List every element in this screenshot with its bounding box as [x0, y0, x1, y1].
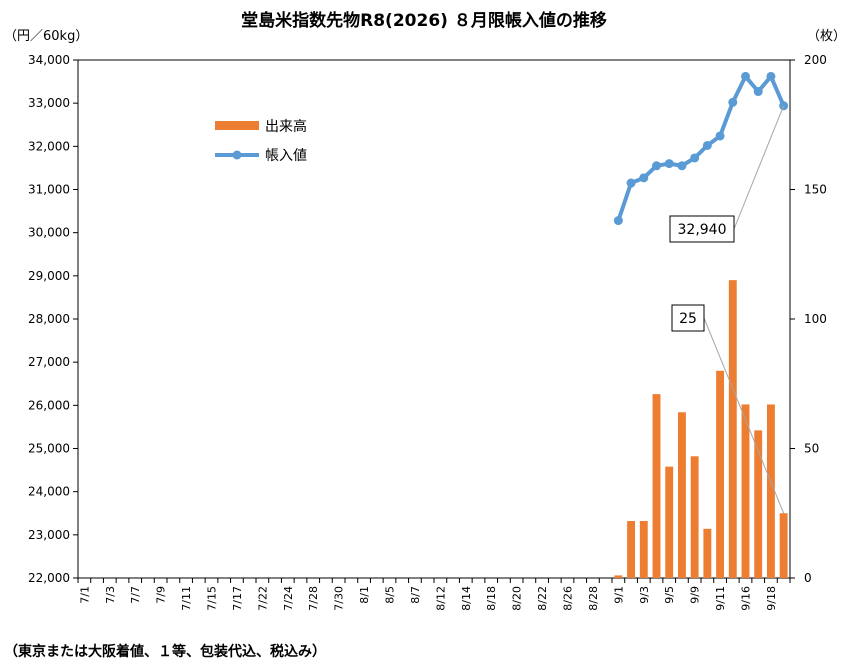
legend-swatch-volume [215, 121, 259, 130]
price-marker [626, 178, 636, 188]
volume-bar [779, 513, 788, 578]
x-tick-label: 8/26 [562, 586, 575, 611]
x-tick-label: 7/17 [231, 586, 244, 611]
x-tick-label: 7/9 [155, 586, 168, 604]
x-tick-label: 8/12 [434, 586, 447, 611]
x-tick-label: 8/22 [536, 586, 549, 611]
volume-bar [716, 370, 725, 578]
x-tick-label: 7/3 [104, 586, 117, 604]
left-tick-label: 34,000 [28, 53, 70, 67]
callout-box [669, 215, 735, 243]
price-marker [766, 71, 776, 81]
callouts: 32,940 25 [669, 105, 785, 514]
price-marker [702, 140, 712, 150]
price-marker [715, 131, 725, 141]
footnote: （東京または大阪着値、１等、包装代込、税込み） [4, 643, 326, 660]
x-tick-label: 8/1 [358, 586, 371, 604]
callout-box [671, 304, 705, 332]
right-tick-label: 0 [804, 571, 812, 585]
right-axis-unit: （枚） [807, 29, 846, 44]
left-tick-label: 31,000 [28, 183, 70, 197]
x-tick-label: 8/7 [409, 586, 422, 604]
left-axis: 22,000 23,000 24,000 25,000 26,000 27,000 28,0… [28, 53, 78, 585]
x-tick-label: 8/18 [485, 586, 498, 611]
price-marker [728, 97, 738, 107]
callout-label: 32,940 [678, 222, 727, 238]
chart-title: 堂島米指数先物R8(2026) ８月限帳入値の推移 [241, 10, 607, 31]
x-tick-label: 8/5 [384, 586, 397, 604]
volume-bar [614, 575, 623, 578]
left-tick-label: 28,000 [28, 312, 70, 326]
x-tick-label: 9/18 [765, 586, 778, 611]
x-tick-label: 9/11 [714, 586, 727, 611]
x-axis: 7/1 7/3 7/7 7/9 7/11 7/15 7/17 7/22 7/24 7/28 7/30… [77, 578, 791, 611]
volume-bar [652, 394, 661, 578]
callout-leader [733, 105, 785, 230]
left-axis-unit: （円／60kg） [4, 29, 88, 44]
x-tick-label: 7/11 [180, 586, 193, 611]
right-tick-label: 200 [804, 53, 827, 67]
volume-bar [741, 404, 750, 578]
volume-bar [703, 528, 712, 578]
volume-bar [690, 456, 699, 578]
x-tick-label: 7/15 [206, 586, 219, 611]
left-tick-label: 25,000 [28, 442, 70, 456]
legend-label-price: 帳入値 [265, 148, 307, 164]
price-line-path [616, 74, 786, 222]
price-line [613, 71, 789, 226]
x-tick-label: 7/28 [307, 586, 320, 611]
left-tick-label: 24,000 [28, 485, 70, 499]
volume-bar [677, 412, 686, 578]
right-tick-label: 150 [804, 183, 827, 197]
x-tick-label: 9/16 [740, 586, 753, 611]
left-tick-label: 26,000 [28, 398, 70, 412]
x-tick-label: 8/20 [511, 586, 524, 611]
x-tick-label: 8/14 [460, 586, 473, 611]
legend: 出来高 帳入値 [215, 118, 307, 164]
price-marker [639, 173, 649, 183]
x-tick-label: 8/28 [587, 586, 600, 611]
legend-marker-price [232, 150, 242, 160]
volume-bar [766, 404, 775, 578]
volume-bars [614, 280, 788, 578]
volume-bar [754, 430, 763, 578]
x-tick-label: 7/22 [256, 586, 269, 611]
x-tick-label: 7/24 [282, 586, 295, 611]
volume-bar [639, 521, 648, 578]
price-marker [677, 161, 687, 171]
price-marker [613, 216, 623, 226]
price-marker [652, 161, 661, 171]
volume-bar [728, 280, 737, 578]
left-tick-label: 22,000 [28, 571, 70, 585]
price-marker [741, 71, 750, 81]
legend-label-volume: 出来高 [265, 118, 307, 135]
volume-bar [665, 466, 674, 578]
callout-leader [703, 317, 785, 514]
volume-bar [627, 521, 636, 578]
price-marker [690, 153, 700, 163]
left-tick-label: 30,000 [28, 226, 70, 240]
x-tick-label: 9/1 [612, 586, 625, 604]
price-marker [753, 87, 763, 97]
x-tick-label: 7/30 [333, 586, 346, 611]
x-tick-label: 9/5 [663, 586, 676, 604]
left-tick-label: 27,000 [28, 355, 70, 369]
right-tick-label: 50 [804, 442, 819, 456]
callout-label: 25 [679, 311, 697, 327]
left-tick-label: 33,000 [28, 96, 70, 110]
right-axis: 0 50 100 150 200 [790, 53, 827, 585]
x-tick-label: 9/9 [689, 586, 702, 604]
x-tick-label: 9/3 [638, 586, 651, 604]
x-tick-label: 7/1 [78, 586, 91, 604]
x-tick-label: 7/7 [129, 586, 142, 604]
left-tick-label: 29,000 [28, 269, 70, 283]
left-tick-label: 23,000 [28, 528, 70, 542]
right-tick-label: 100 [804, 312, 827, 326]
left-tick-label: 32,000 [28, 139, 70, 153]
price-marker [664, 159, 674, 169]
